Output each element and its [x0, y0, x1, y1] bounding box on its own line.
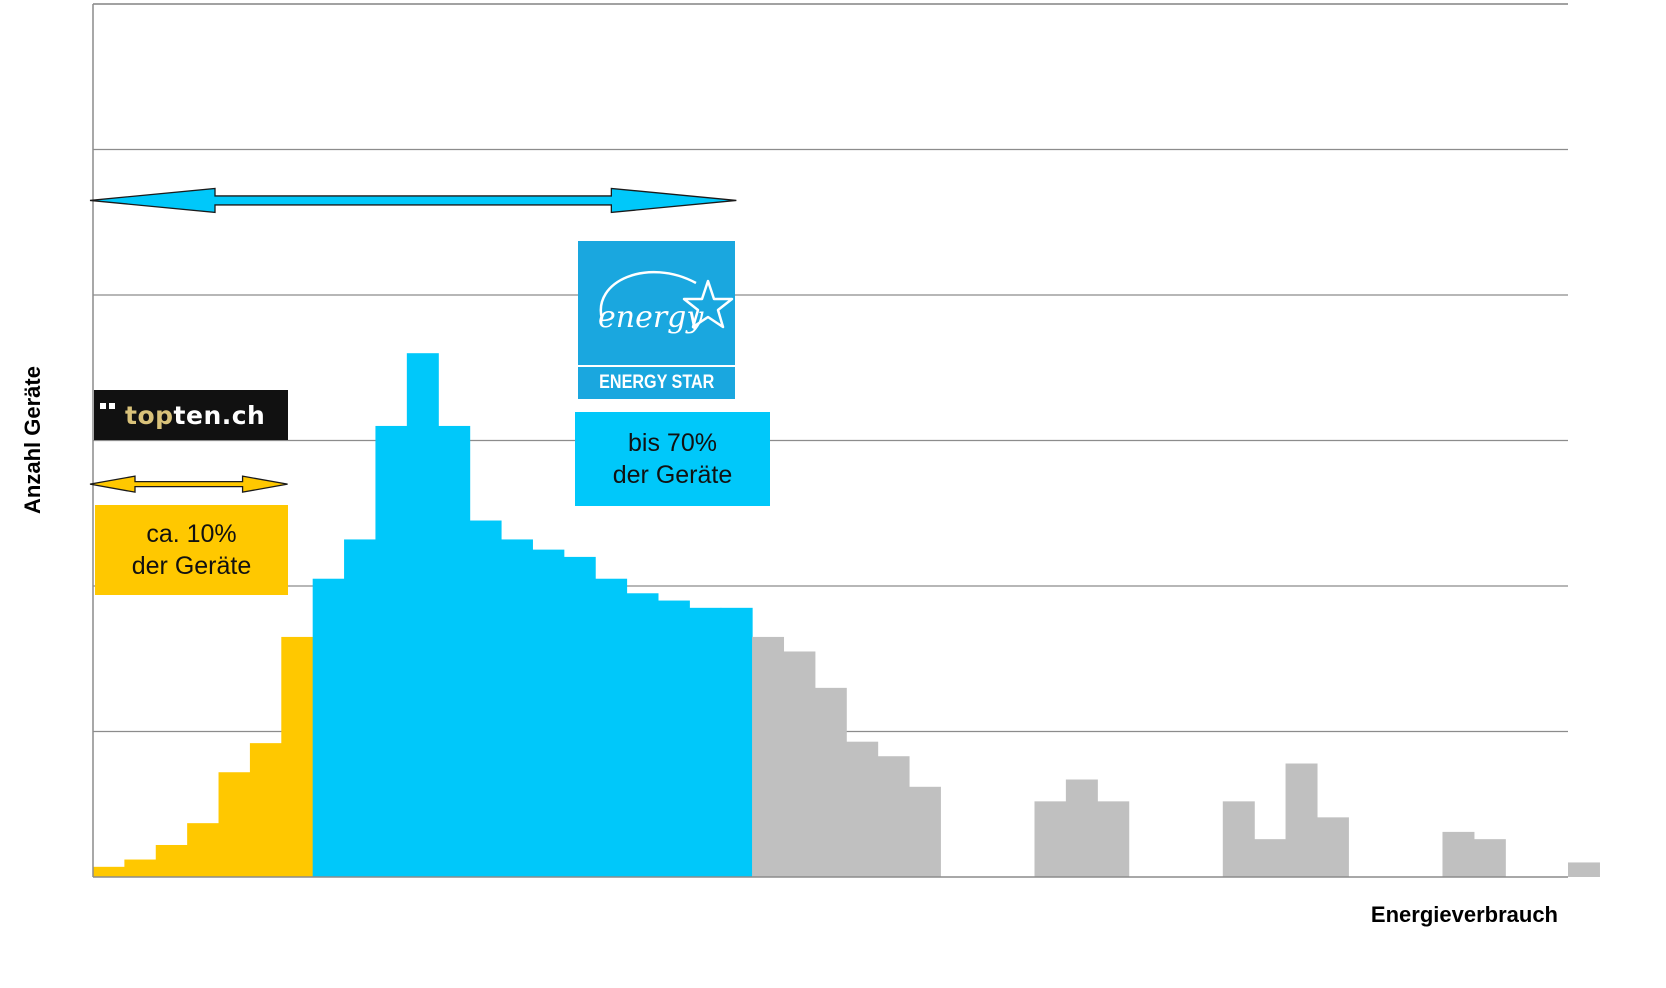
energy-star-share-value: bis 70% — [628, 429, 717, 457]
histogram-bar — [1222, 801, 1255, 877]
histogram-bar — [846, 741, 879, 877]
topten-share-value: ca. 10% — [146, 520, 237, 548]
histogram-bar — [438, 425, 471, 877]
topten-dots-icon — [100, 403, 115, 409]
histogram-bar — [783, 651, 816, 877]
x-axis-label: Energieverbrauch — [1371, 902, 1558, 927]
histogram-bar — [908, 786, 941, 877]
histogram-bar — [877, 756, 910, 877]
energy-star-range-arrow — [89, 187, 737, 214]
topten-logo: topten.ch — [94, 390, 288, 440]
histogram-bar — [344, 539, 377, 877]
plot-frame — [92, 3, 1568, 878]
histogram-bar — [1285, 763, 1318, 877]
histogram-bar — [814, 687, 847, 877]
histogram-bar — [1097, 801, 1130, 877]
histogram-bar — [312, 578, 345, 877]
histogram-bar — [595, 578, 628, 877]
histogram-bar — [563, 556, 596, 877]
y-axis-label: Anzahl Geräte — [20, 366, 45, 514]
histogram-bar — [155, 844, 188, 877]
histogram-bar — [1254, 839, 1287, 877]
histogram-bar — [626, 593, 659, 877]
histogram-bar — [218, 772, 251, 877]
histogram-bar — [689, 607, 722, 877]
energy-star-share-caption: der Geräte — [612, 461, 733, 489]
histogram-bar — [500, 539, 533, 877]
topten-range-arrow — [89, 475, 288, 493]
topten-share-caption: der Geräte — [131, 552, 252, 580]
histogram-bar — [1065, 779, 1098, 877]
energy-script: energy — [598, 300, 704, 335]
topten-share-callout: ca. 10% der Geräte — [95, 505, 288, 595]
histogram-bar — [1473, 839, 1506, 877]
histogram-bar — [469, 520, 502, 877]
histogram-bar — [1034, 801, 1067, 877]
histogram-bar — [249, 743, 282, 877]
histogram-bar — [281, 636, 314, 877]
histogram-bar — [187, 823, 220, 877]
histogram-bar — [93, 866, 125, 877]
histogram-bar — [657, 600, 690, 877]
energy-star-logo: energy ENERGY STAR — [578, 241, 735, 399]
histogram-bar — [1316, 817, 1349, 877]
energy-star-banner: ENERGY STAR — [598, 372, 715, 393]
bars — [93, 353, 1600, 877]
histogram-bar — [1442, 831, 1475, 877]
histogram-bar — [752, 636, 785, 877]
histogram-bar — [124, 859, 157, 877]
energy-star-share-callout: bis 70% der Geräte — [575, 412, 770, 506]
histogram-bar — [375, 425, 408, 877]
histogram-bar — [720, 607, 753, 877]
range-arrows — [89, 187, 737, 493]
histogram-bar — [532, 549, 565, 877]
histogram-bar — [1568, 862, 1600, 877]
energy-star-icon: energy — [598, 270, 734, 335]
histogram-bar — [406, 353, 439, 877]
